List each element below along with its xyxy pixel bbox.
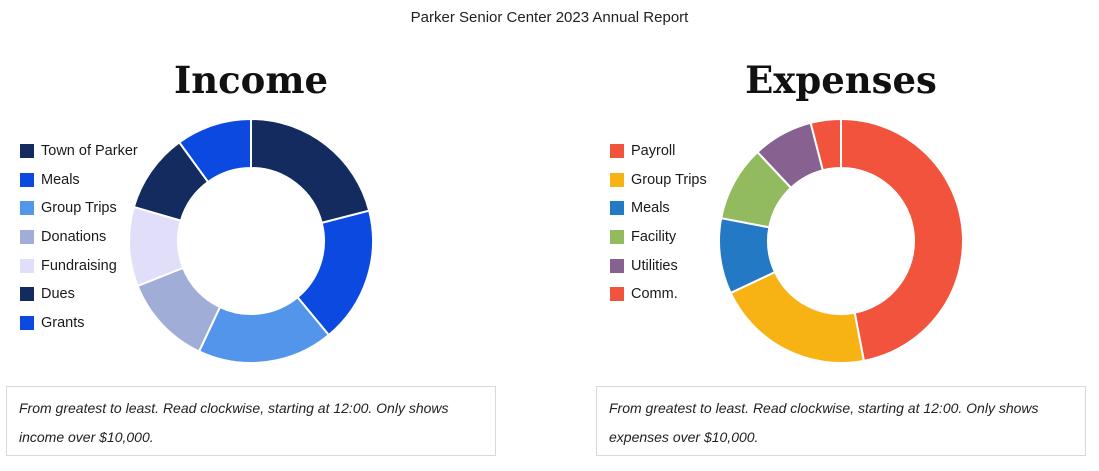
legend-swatch — [610, 230, 624, 245]
legend-item: Donations — [20, 223, 138, 252]
legend-swatch — [20, 144, 34, 159]
expenses-chart-title: Expenses — [745, 58, 937, 102]
income-note: From greatest to least. Read clockwise, … — [6, 386, 496, 456]
legend-label: Town of Parker — [41, 143, 138, 160]
expenses-legend: Payroll Group Trips Meals Facility Utili… — [610, 137, 707, 309]
legend-item: Facility — [610, 223, 707, 252]
legend-item: Utilities — [610, 251, 707, 280]
legend-item: Dues — [20, 280, 138, 309]
donut-slice-grants — [177, 118, 252, 184]
donut-slice-comm — [809, 118, 842, 172]
income-chart-title: Income — [173, 58, 329, 102]
legend-swatch — [610, 201, 624, 216]
legend-label: Group Trips — [41, 200, 117, 217]
legend-item: Fundraising — [20, 251, 138, 280]
income-legend: Town of Parker Meals Group Trips Donatio… — [20, 137, 138, 337]
legend-label: Utilities — [631, 257, 678, 274]
legend-swatch — [20, 172, 34, 187]
legend-label: Payroll — [631, 143, 676, 160]
legend-swatch — [20, 230, 34, 245]
legend-swatch — [610, 144, 624, 159]
income-donut-chart — [128, 118, 374, 364]
expenses-donut-chart — [718, 118, 964, 364]
report-title: Parker Senior Center 2023 Annual Report — [410, 9, 689, 26]
expenses-panel: Expenses Payroll Group Trips Meals Facil… — [590, 0, 1099, 471]
donut-slice-town-of-parker — [250, 118, 371, 225]
legend-item: Group Trips — [610, 166, 707, 195]
legend-label: Fundraising — [41, 257, 117, 274]
income-donut-svg — [128, 118, 374, 364]
legend-item: Meals — [610, 194, 707, 223]
legend-item: Town of Parker — [20, 137, 138, 166]
legend-item: Meals — [20, 166, 138, 195]
legend-label: Meals — [41, 171, 80, 188]
legend-swatch — [610, 172, 624, 187]
income-panel: Income Town of Parker Meals Group Trips … — [0, 0, 530, 471]
legend-swatch — [20, 287, 34, 302]
legend-label: Dues — [41, 286, 75, 303]
legend-label: Comm. — [631, 286, 678, 303]
legend-label: Grants — [41, 314, 85, 331]
donut-slice-payroll — [840, 118, 964, 363]
legend-item: Group Trips — [20, 194, 138, 223]
legend-swatch — [20, 315, 34, 330]
legend-item: Payroll — [610, 137, 707, 166]
legend-item: Comm. — [610, 280, 707, 309]
legend-label: Meals — [631, 200, 670, 217]
donut-slice-group-trips — [729, 270, 866, 364]
legend-item: Grants — [20, 309, 138, 338]
legend-label: Donations — [41, 229, 107, 246]
expenses-note: From greatest to least. Read clockwise, … — [596, 386, 1086, 456]
legend-swatch — [20, 201, 34, 216]
expenses-donut-svg — [718, 118, 964, 364]
legend-label: Facility — [631, 229, 677, 246]
legend-label: Group Trips — [631, 171, 707, 188]
legend-swatch — [610, 287, 624, 302]
legend-swatch — [610, 258, 624, 273]
legend-swatch — [20, 258, 34, 273]
